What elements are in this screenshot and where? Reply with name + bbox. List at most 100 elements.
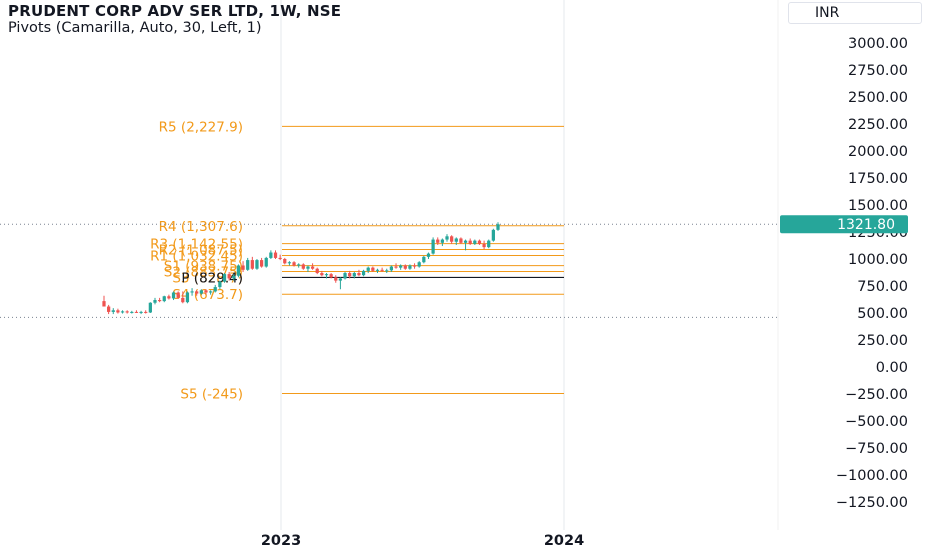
last-price-label: 1321.80 (837, 217, 895, 233)
candle (450, 235, 454, 244)
candle-body (385, 270, 389, 272)
candle (278, 254, 282, 261)
candle (440, 238, 444, 247)
pivot-label-r5: R5 (2,227.9) (159, 119, 243, 135)
candle-body (120, 311, 125, 313)
indicator-legend[interactable]: Pivots (Camarilla, Auto, 30, Left, 1) (8, 20, 262, 36)
candle-body (273, 252, 278, 258)
candle-body (348, 273, 352, 277)
candle-body (487, 240, 491, 248)
candle-body (408, 265, 412, 269)
pivot-label-r2: R2 (1,087.5) (159, 243, 243, 259)
candle-body (269, 252, 273, 258)
candle-body (468, 240, 472, 244)
candle (120, 310, 125, 314)
candle (176, 291, 180, 299)
candle (357, 269, 361, 277)
candle-body (255, 260, 259, 269)
candle (116, 308, 120, 314)
candle (491, 228, 495, 242)
candle (422, 255, 426, 264)
candle-body (199, 290, 203, 294)
candle-body (450, 236, 454, 242)
pivot-label-s5: S5 (-245) (180, 386, 243, 402)
candle (334, 275, 338, 283)
candle-body (431, 239, 435, 254)
candle (158, 297, 162, 303)
candle (320, 270, 324, 277)
candle-body (218, 281, 222, 288)
candle-body (287, 262, 292, 264)
y-tick-label: 1000.00 (848, 252, 908, 268)
y-tick-label: −750.00 (845, 441, 908, 457)
time-axis[interactable]: 2023 2024 (261, 533, 584, 549)
candle-body (195, 291, 199, 294)
candle (306, 265, 310, 272)
candle-body (264, 257, 268, 267)
candle-body (436, 239, 440, 243)
candle (111, 308, 115, 315)
candle (259, 257, 264, 268)
candle (283, 257, 287, 265)
candle-body (440, 239, 444, 243)
candle-body (394, 266, 398, 268)
candle (361, 269, 366, 277)
pivot-label-r3: R3 (1,142.55) (150, 237, 243, 253)
y-tick-label: 2250.00 (848, 117, 908, 133)
candle-body (334, 277, 338, 281)
candle (343, 271, 347, 280)
candle-body (310, 266, 315, 269)
candle (394, 263, 398, 269)
candle (371, 266, 375, 272)
price-axis[interactable]: 3000.00 2750.00 2500.00 2250.00 2000.00 1750.… (836, 36, 908, 511)
candle-body (158, 300, 162, 302)
y-tick-label: 1500.00 (848, 198, 908, 214)
candle (431, 237, 435, 255)
last-price-marker: 1321.80 (0, 215, 908, 318)
candle (352, 271, 356, 279)
candle-body (496, 224, 500, 230)
candle-body (278, 257, 282, 259)
candle (125, 310, 129, 314)
y-tick-label: 250.00 (857, 333, 908, 349)
candle-body (208, 291, 213, 293)
symbol-title[interactable]: PRUDENT CORP ADV SER LTD, 1W, NSE (8, 2, 342, 20)
candle (463, 239, 468, 251)
candle-body (399, 265, 403, 268)
pivot-label-r4: R4 (1,307.6) (159, 219, 243, 235)
candle (468, 238, 472, 245)
candle (208, 290, 213, 295)
candle-body (171, 292, 176, 299)
candle-body (222, 274, 227, 282)
candle-body (190, 291, 194, 293)
candle-body (134, 311, 139, 313)
candle-body (315, 268, 319, 274)
y-tick-label: 2000.00 (848, 144, 908, 160)
candle (162, 295, 166, 303)
candle-body (361, 270, 366, 276)
grid-lines (280, 0, 779, 530)
candle (482, 240, 486, 250)
currency-selector[interactable]: INR (788, 2, 922, 24)
candle (436, 237, 440, 245)
y-tick-label: 500.00 (857, 306, 908, 322)
pivot-label-s1: S1 (938.75) (164, 259, 243, 275)
candle (412, 263, 417, 269)
candle-body (227, 274, 231, 279)
candle (199, 289, 203, 295)
candle (459, 237, 463, 244)
pivot-levels: R5 (2,227.9) R4 (1,307.6) R3 (1,142.55)R2 … (150, 119, 564, 402)
candle-body (320, 273, 324, 276)
candle (255, 259, 259, 270)
candle-body (259, 260, 264, 267)
candle (195, 290, 199, 296)
y-tick-label: 1750.00 (848, 171, 908, 187)
candle (139, 310, 143, 315)
candle-body (107, 306, 111, 312)
candle (264, 256, 268, 268)
candle-body (102, 301, 106, 307)
candlesticks (102, 222, 500, 315)
candle (310, 263, 315, 270)
candle-body (473, 240, 477, 244)
